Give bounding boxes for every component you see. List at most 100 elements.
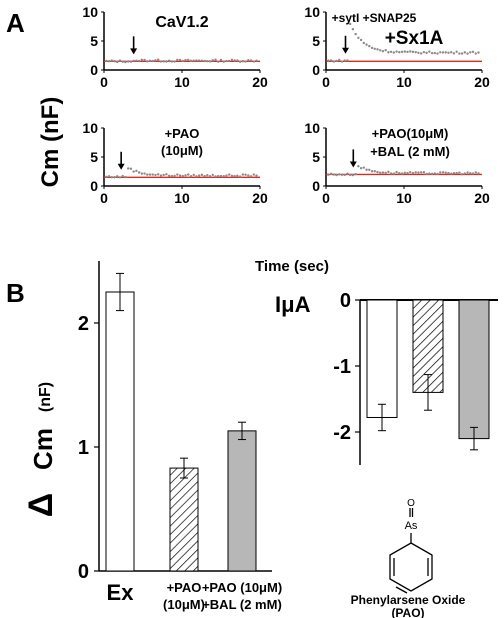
trace-point	[469, 172, 472, 175]
trace-point	[236, 174, 239, 177]
trace-point	[343, 59, 346, 62]
trace-point	[452, 171, 456, 175]
trace-point	[395, 170, 398, 174]
trace-point	[463, 172, 467, 175]
trace-point	[348, 173, 352, 177]
trace-point	[167, 174, 171, 177]
trace-point	[376, 48, 379, 51]
trace-point	[428, 50, 431, 53]
trace-point	[148, 59, 152, 63]
trace-point	[398, 51, 401, 54]
trace-point	[105, 175, 108, 178]
trace-point	[129, 60, 133, 63]
trace-point	[255, 174, 258, 177]
trace-point	[151, 173, 154, 176]
trace-point	[403, 50, 406, 53]
trace-point	[247, 174, 250, 177]
trace-point	[170, 174, 174, 178]
trace-point	[338, 173, 341, 176]
trace-point	[208, 174, 212, 178]
trace-point	[208, 60, 212, 63]
trace-point	[400, 172, 404, 175]
trace-point	[384, 171, 387, 175]
trace-point	[222, 175, 225, 178]
inset-condition-label: +sytI +SNAP25	[332, 11, 417, 25]
chart2-y-tick-label: 0	[340, 290, 351, 312]
chart1-category-label: Ex	[107, 580, 135, 605]
trace-point	[181, 174, 184, 178]
trace-point	[217, 60, 220, 63]
trace-point	[370, 170, 374, 173]
trace-point	[241, 173, 245, 176]
trace-point	[441, 171, 445, 174]
trace-point	[370, 46, 374, 50]
trace-point	[206, 59, 209, 63]
trace-point	[417, 51, 420, 54]
trace-point	[140, 172, 144, 175]
trace-point	[219, 174, 223, 178]
trace-point	[178, 58, 182, 62]
trace-point	[118, 176, 122, 179]
trace-point	[466, 171, 469, 174]
trace-point	[379, 49, 382, 52]
trace-point	[105, 59, 108, 63]
trace-point	[195, 59, 198, 62]
trace-point	[373, 47, 376, 51]
trace-point	[346, 172, 349, 175]
molecule-abbr: (PAO)	[391, 606, 424, 618]
trace-point	[419, 171, 423, 174]
trace-point	[357, 165, 360, 168]
trace-point	[447, 51, 450, 54]
inset-x-tick-label: 0	[100, 190, 108, 206]
trace-point	[151, 59, 154, 63]
trace-point	[439, 171, 442, 174]
inset-y-tick-label: 0	[90, 178, 98, 194]
panel-label-a: A	[6, 8, 25, 38]
trace-point	[340, 173, 344, 176]
trace-point	[449, 51, 453, 54]
trace-point	[463, 51, 467, 54]
trace-point	[354, 32, 357, 36]
inset-x-tick-label: 20	[252, 190, 268, 206]
panel-a-ylabel: Cm (nF)	[37, 97, 64, 188]
trace-point	[192, 59, 195, 62]
trace-point	[132, 59, 135, 63]
panel-a-xlabel: Time (sec)	[255, 258, 329, 275]
trace-point	[143, 58, 146, 62]
trace-point	[433, 172, 437, 175]
trace-point	[178, 174, 182, 177]
trace-point	[241, 60, 245, 63]
trace-point	[113, 175, 116, 179]
trace-point	[192, 173, 195, 177]
trace-point	[129, 167, 133, 170]
trace-point	[211, 173, 215, 177]
trace-point	[107, 59, 111, 63]
trace-point	[471, 50, 475, 54]
trace-point	[351, 27, 355, 31]
trace-point	[176, 58, 179, 62]
trace-point	[359, 167, 363, 170]
trace-point	[332, 60, 335, 63]
inset-y-tick-label: 5	[90, 33, 98, 49]
chart1-bar	[105, 291, 135, 572]
trace-point	[469, 51, 472, 54]
trace-point	[455, 171, 458, 175]
trace-point	[414, 50, 417, 54]
panel-a-insets: 0 5 10 0 10 20 CaV1.2 0 5 10 0 10 20 +sytI +SNAP25 +Sx…	[82, 4, 490, 206]
inset-x-tick-label: 20	[252, 74, 268, 90]
trace-point	[381, 171, 385, 174]
trace-point	[365, 43, 368, 46]
trace-point	[189, 175, 193, 178]
inset-x-tick-label: 20	[474, 74, 490, 90]
trace-point	[395, 50, 398, 53]
ylabel-unit: (nF)	[37, 382, 54, 412]
trace-point	[406, 171, 409, 175]
trace-point	[135, 59, 138, 62]
trace-point	[354, 173, 357, 176]
inset-condition-label: +BAL (2 mM)	[370, 144, 450, 159]
inset-condition-label: +PAO	[165, 126, 200, 141]
trace-point	[249, 59, 253, 62]
ylabel-main: Cm	[28, 428, 58, 470]
trace-point	[233, 174, 236, 178]
